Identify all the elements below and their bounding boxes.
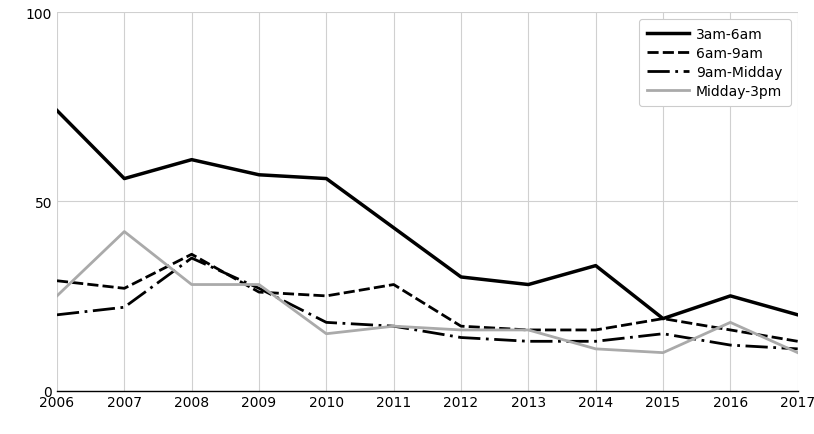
9am-Midday — [725, 343, 735, 348]
Midday-3pm — [389, 324, 399, 329]
3am-6am — [725, 294, 735, 299]
3am-6am — [456, 275, 466, 280]
Midday-3pm — [659, 350, 668, 355]
3am-6am — [523, 282, 533, 287]
6am-9am — [659, 316, 668, 322]
9am-Midday — [186, 256, 196, 261]
6am-9am — [591, 328, 601, 333]
3am-6am — [591, 263, 601, 269]
Line: Midday-3pm: Midday-3pm — [57, 232, 798, 353]
6am-9am — [186, 252, 196, 257]
Midday-3pm — [120, 230, 129, 235]
9am-Midday — [120, 305, 129, 310]
9am-Midday — [322, 320, 331, 325]
9am-Midday — [659, 332, 668, 337]
6am-9am — [523, 328, 533, 333]
Midday-3pm — [725, 320, 735, 325]
6am-9am — [725, 328, 735, 333]
6am-9am — [52, 279, 62, 284]
Midday-3pm — [254, 282, 264, 287]
6am-9am — [793, 339, 803, 344]
6am-9am — [120, 286, 129, 291]
Line: 9am-Midday: 9am-Midday — [57, 258, 798, 349]
3am-6am — [659, 316, 668, 322]
6am-9am — [322, 294, 331, 299]
Midday-3pm — [456, 328, 466, 333]
6am-9am — [389, 282, 399, 287]
Line: 3am-6am: 3am-6am — [57, 111, 798, 319]
3am-6am — [389, 226, 399, 231]
3am-6am — [52, 108, 62, 114]
Legend: 3am-6am, 6am-9am, 9am-Midday, Midday-3pm: 3am-6am, 6am-9am, 9am-Midday, Midday-3pm — [639, 20, 790, 107]
3am-6am — [793, 312, 803, 318]
Midday-3pm — [322, 332, 331, 337]
9am-Midday — [254, 286, 264, 291]
9am-Midday — [52, 312, 62, 318]
3am-6am — [186, 158, 196, 163]
3am-6am — [254, 173, 264, 178]
9am-Midday — [389, 324, 399, 329]
3am-6am — [120, 177, 129, 182]
9am-Midday — [793, 346, 803, 352]
Line: 6am-9am: 6am-9am — [57, 255, 798, 342]
9am-Midday — [456, 335, 466, 340]
Midday-3pm — [52, 294, 62, 299]
Midday-3pm — [591, 346, 601, 352]
3am-6am — [322, 177, 331, 182]
6am-9am — [456, 324, 466, 329]
9am-Midday — [591, 339, 601, 344]
Midday-3pm — [523, 328, 533, 333]
Midday-3pm — [793, 350, 803, 355]
9am-Midday — [523, 339, 533, 344]
Midday-3pm — [186, 282, 196, 287]
6am-9am — [254, 290, 264, 295]
